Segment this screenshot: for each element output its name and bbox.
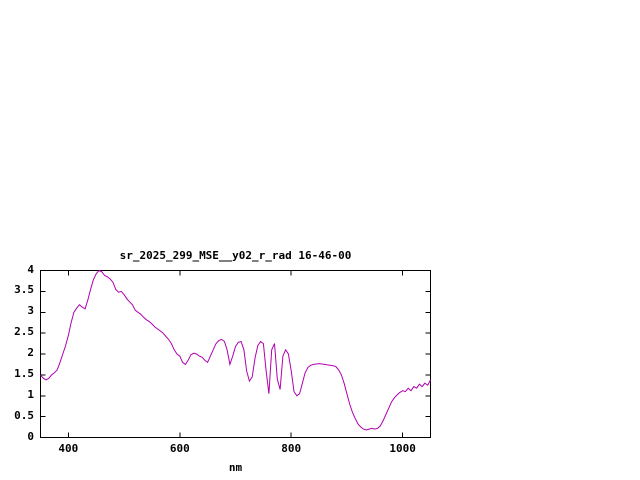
y-tick-label: 1.5: [14, 366, 34, 380]
y-tick-label: 0.5: [14, 408, 34, 422]
x-tick-label: 1000: [389, 442, 416, 455]
x-axis-title: nm: [228, 461, 243, 474]
x-tick-label: 800: [281, 442, 302, 455]
y-tick-label: 2: [27, 346, 34, 359]
x-tick-label: 600: [169, 442, 190, 455]
y-tick-label: 0: [27, 429, 34, 443]
data-line-sr_2025_299_MSE__y02_r_rad: [40, 269, 431, 431]
x-tick-label: 400: [58, 442, 79, 455]
y-tick-label: 3: [27, 304, 34, 318]
y-tick-label: 3.5: [14, 283, 34, 297]
chart-title: sr_2025_299_MSE__y02_r_rad 16-46-00: [119, 249, 352, 262]
y-tick-label: 2.5: [14, 325, 34, 339]
y-tick-label: 4: [27, 262, 34, 276]
plot-frame: [40, 270, 431, 438]
y-tick-label: 1: [27, 387, 34, 401]
